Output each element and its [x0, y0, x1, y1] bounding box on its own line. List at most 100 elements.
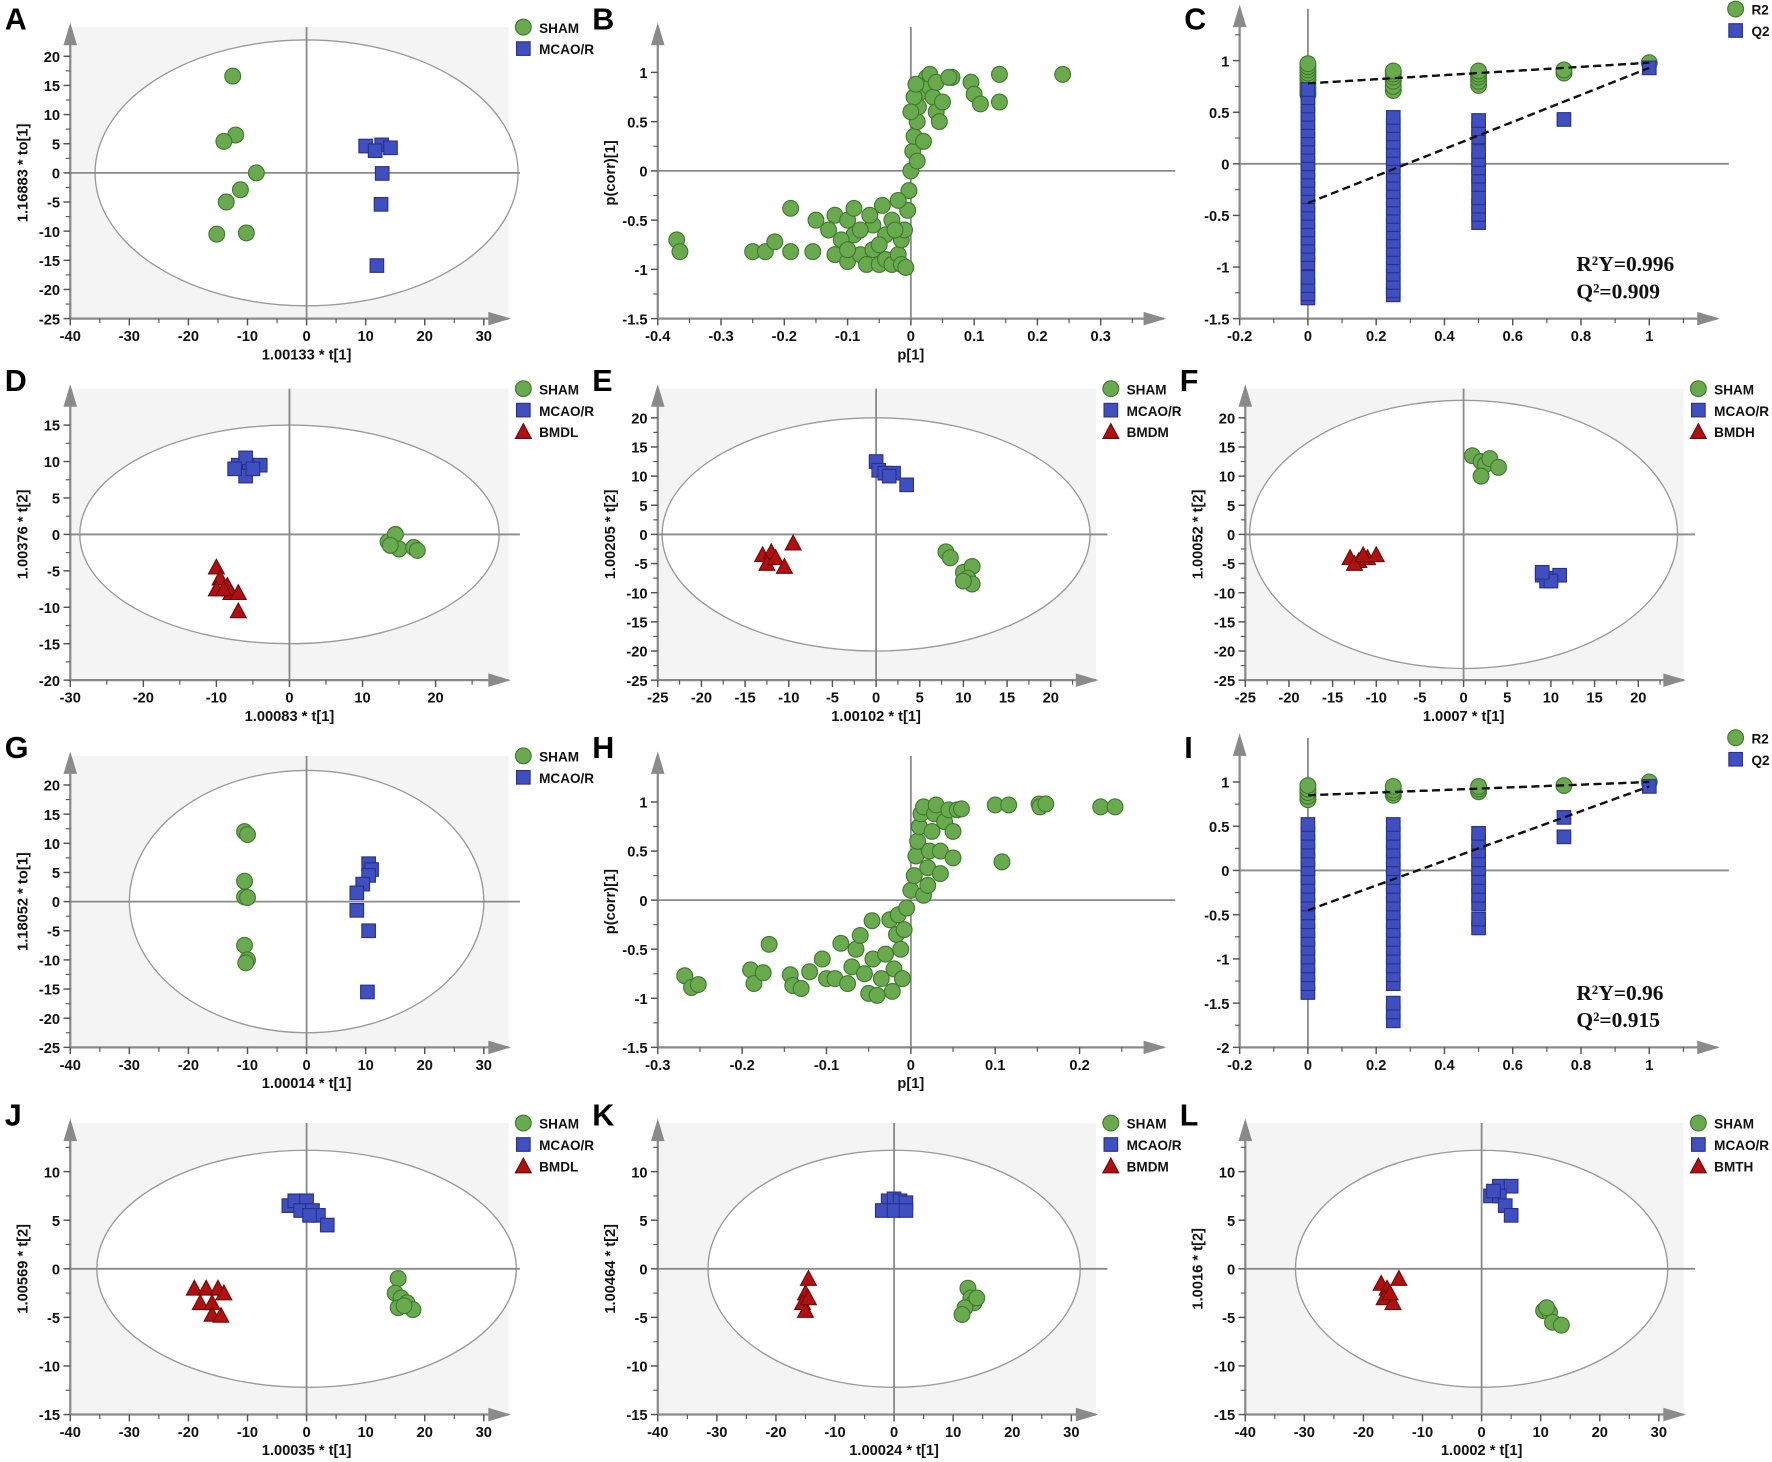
- y-tick-label: 15: [44, 79, 60, 95]
- x-tick-label: -0.2: [1227, 1058, 1252, 1074]
- y-axis-label: 1.00205 * t[2]: [603, 489, 619, 579]
- y-tick-label: -20: [39, 283, 60, 299]
- y-tick-label: -10: [39, 1360, 60, 1376]
- x-tick-label: 0.3: [1090, 329, 1110, 345]
- x-tick-label: -10: [778, 691, 799, 707]
- x-tick-label: 30: [476, 1058, 492, 1074]
- x-axis-arrow-icon: [1697, 1040, 1720, 1055]
- x-axis-arrow-icon: [1663, 673, 1686, 687]
- legend-item-r2: R2: [1727, 0, 1769, 18]
- data-point: [237, 954, 255, 972]
- y-tick-label: -2: [1216, 1041, 1229, 1057]
- data-point: [870, 236, 888, 254]
- model-stat-annotation: R²Y=0.996: [1576, 252, 1674, 276]
- y-tick-label: 15: [44, 419, 60, 435]
- x-axis-arrow-icon: [1697, 311, 1720, 326]
- x-tick-label: 0.4: [1434, 329, 1455, 345]
- y-tick-label: 0: [1221, 157, 1229, 173]
- regression-line-overlay: [1307, 780, 1650, 797]
- data-point: [799, 1269, 818, 1286]
- x-axis-arrow-icon: [1075, 1407, 1099, 1422]
- x-tick-label: 0.8: [1571, 329, 1591, 345]
- x-tick-label: -20: [765, 1425, 786, 1441]
- panel-b: -0.4 -0.3 -0.2 -0.1 0 0.1 0.2 0.3 -1.5 -1 -0.5 0 0.5…: [592, 2, 1176, 363]
- legend-marker-icon: [514, 1114, 532, 1132]
- legend-label: SHAM: [539, 382, 579, 397]
- x-axis-arrow-icon: [488, 311, 511, 326]
- x-tick-label: -10: [237, 1058, 258, 1074]
- x-tick-label: 30: [1063, 1425, 1079, 1441]
- series-mcao-r: [227, 450, 268, 484]
- series-variables: [668, 65, 1072, 276]
- y-tick-label: -5: [635, 557, 648, 573]
- data-point: [745, 975, 763, 993]
- data-point: [898, 899, 916, 917]
- legend-item-sham: SHAM: [1102, 380, 1167, 397]
- x-tick-label: -20: [133, 691, 154, 707]
- series-mcao-r: [1534, 564, 1568, 589]
- data-point: [900, 182, 918, 200]
- x-tick-label: 20: [1004, 1425, 1020, 1441]
- legend-label: MCAO/R: [539, 404, 594, 419]
- data-point: [820, 221, 838, 239]
- legend-label: MCAO/R: [1714, 404, 1769, 419]
- x-tick-label: 20: [417, 1058, 433, 1074]
- data-point: [208, 225, 226, 243]
- y-tick-label: -15: [1214, 616, 1235, 632]
- x-tick-label: 20: [427, 691, 443, 707]
- x-tick-label: -20: [178, 329, 199, 345]
- y-tick-label: 0: [52, 167, 60, 183]
- data-point: [1385, 995, 1401, 1011]
- data-point: [1299, 55, 1317, 73]
- legend-item-mcao-r: MCAO/R: [515, 402, 594, 419]
- data-point: [930, 113, 948, 131]
- x-tick-label: 0: [302, 1425, 310, 1441]
- x-tick-label: 5: [916, 691, 924, 707]
- y-axis-label: p(corr)[1]: [603, 140, 619, 205]
- legend-label: R2: [1751, 3, 1768, 18]
- legend-marker-icon: [514, 422, 533, 439]
- data-point: [953, 1305, 971, 1323]
- data-point: [217, 193, 235, 211]
- data-point: [1470, 777, 1488, 795]
- data-point: [369, 258, 385, 273]
- x-axis-label: 1.00083 * t[1]: [245, 709, 335, 725]
- data-point: [1470, 62, 1488, 80]
- data-point: [863, 912, 881, 930]
- x-tick-label: -15: [734, 691, 755, 707]
- y-tick-label: -15: [39, 1408, 60, 1424]
- legend-label: BMDH: [1714, 425, 1755, 440]
- series-r2: [1299, 54, 1658, 104]
- legend-label: Q2: [1751, 24, 1769, 39]
- x-tick-label: 0: [1304, 1058, 1312, 1074]
- x-axis-label: p[1]: [897, 1076, 924, 1092]
- data-point: [1486, 1183, 1501, 1199]
- data-point: [245, 461, 261, 477]
- y-tick-label: 5: [52, 137, 60, 153]
- data-point: [915, 132, 932, 150]
- y-axis-arrow-icon: [650, 751, 665, 774]
- data-point: [1534, 564, 1550, 580]
- x-tick-label: 0: [890, 1425, 898, 1441]
- legend-item-q2: Q2: [1728, 751, 1770, 768]
- y-tick-label: -1.5: [622, 312, 647, 328]
- data-point: [236, 872, 254, 890]
- data-point: [899, 477, 914, 493]
- x-tick-label: 0.6: [1503, 329, 1523, 345]
- data-point: [1381, 1283, 1399, 1301]
- data-point: [775, 557, 794, 574]
- y-tick-label: -20: [39, 1012, 60, 1028]
- x-tick-label: 20: [1043, 691, 1059, 707]
- data-point: [239, 889, 256, 906]
- x-tick-label: -10: [824, 1425, 845, 1441]
- x-tick-label: 0: [302, 1058, 310, 1074]
- data-point: [1556, 112, 1572, 127]
- data-point: [968, 1289, 986, 1307]
- y-tick-label: -1: [1216, 261, 1229, 277]
- x-axis-label: 1.0002 * t[1]: [1441, 1443, 1523, 1459]
- panel-letter: D: [5, 364, 27, 398]
- y-tick-label: -5: [47, 564, 60, 580]
- legend-marker-icon: [514, 747, 532, 765]
- data-point: [766, 233, 784, 251]
- legend-label: SHAM: [539, 21, 579, 36]
